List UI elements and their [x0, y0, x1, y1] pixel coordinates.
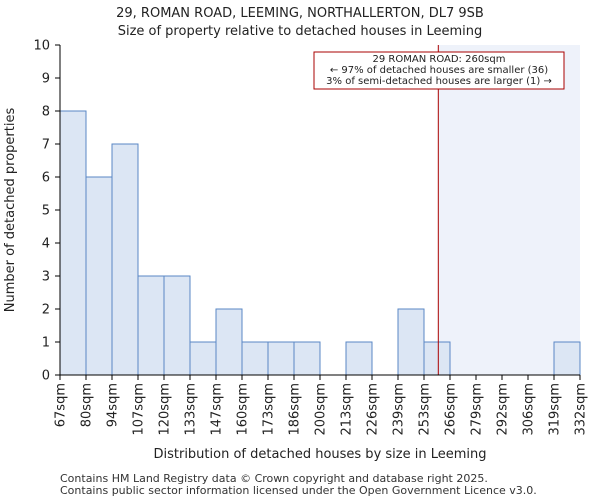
bar-107sqm — [137, 275, 165, 376]
x-tick-label: 200sqm — [314, 383, 329, 436]
annotation-line-3: 3% of semi-detached houses are larger (1… — [326, 76, 552, 87]
x-tick-label: 332sqm — [574, 383, 589, 436]
bar-80sqm — [85, 176, 113, 376]
y-tick-label: 2 — [42, 303, 50, 318]
x-tick-label: 120sqm — [158, 383, 173, 436]
y-tick-label: 6 — [42, 171, 50, 186]
x-tick-label: 266sqm — [444, 383, 459, 436]
bar-133sqm — [189, 341, 217, 376]
annotation-box — [313, 51, 565, 90]
y-tick-label: 10 — [33, 39, 50, 54]
bar-94sqm — [111, 143, 139, 376]
bar-160sqm — [241, 341, 269, 376]
bars-layer — [59, 110, 581, 376]
annotation-line-2: ← 97% of detached houses are smaller (36… — [330, 65, 548, 76]
x-tick-label: 107sqm — [132, 383, 147, 436]
y-tick-label: 8 — [42, 105, 50, 120]
x-axis-label: Distribution of detached houses by size … — [153, 447, 486, 462]
x-axis-ticks: 67sqm 80sqm 94sqm 107sqm 120sqm 133sqm 147sqm 1… — [54, 375, 589, 436]
y-axis-label: Number of detached properties — [3, 108, 18, 313]
bar-186sqm — [293, 341, 321, 376]
bar-213sqm — [345, 341, 373, 376]
bar-67sqm — [59, 110, 87, 376]
x-tick-label: 292sqm — [496, 383, 511, 436]
x-tick-label: 133sqm — [184, 383, 199, 436]
y-tick-label: 9 — [42, 72, 50, 87]
annotation-line-1: 29 ROMAN ROAD: 260sqm — [373, 54, 506, 65]
x-tick-label: 147sqm — [210, 383, 225, 436]
x-tick-label: 226sqm — [366, 383, 381, 436]
x-tick-label: 279sqm — [470, 383, 485, 436]
footer-line-1: Contains HM Land Registry data © Crown c… — [60, 472, 488, 485]
x-tick-label: 186sqm — [288, 383, 303, 436]
y-tick-label: 1 — [42, 336, 50, 351]
footer-line-2: Contains public sector information licen… — [60, 484, 537, 497]
x-tick-label: 80sqm — [80, 383, 95, 427]
y-tick-label: 4 — [42, 237, 50, 252]
bar-319sqm — [553, 341, 581, 376]
chart-subtitle: Size of property relative to detached ho… — [118, 24, 483, 39]
bar-147sqm — [215, 308, 243, 376]
y-tick-label: 5 — [42, 204, 50, 219]
bar-120sqm — [163, 275, 191, 376]
y-tick-label: 7 — [42, 138, 50, 153]
x-tick-label: 94sqm — [106, 383, 121, 427]
larger-houses-region — [438, 45, 580, 375]
x-tick-label: 213sqm — [340, 383, 355, 436]
x-tick-label: 253sqm — [418, 383, 433, 436]
property-annotation: 29 ROMAN ROAD: 260sqm ← 97% of detached … — [313, 51, 565, 90]
x-tick-label: 239sqm — [392, 383, 407, 436]
bar-253sqm — [423, 341, 451, 376]
x-tick-label: 306sqm — [522, 383, 537, 436]
bar-173sqm — [267, 341, 295, 376]
y-tick-label: 3 — [42, 270, 50, 285]
x-tick-label: 67sqm — [54, 383, 69, 427]
y-tick-label: 0 — [42, 369, 50, 384]
x-tick-label: 319sqm — [548, 383, 563, 436]
bar-239sqm — [397, 308, 425, 376]
y-axis-ticks: 0 1 2 3 4 5 6 7 8 9 10 — [33, 39, 60, 384]
x-tick-label: 173sqm — [262, 383, 277, 436]
chart-title: 29, ROMAN ROAD, LEEMING, NORTHALLERTON, … — [116, 6, 484, 21]
x-tick-label: 160sqm — [236, 383, 251, 436]
